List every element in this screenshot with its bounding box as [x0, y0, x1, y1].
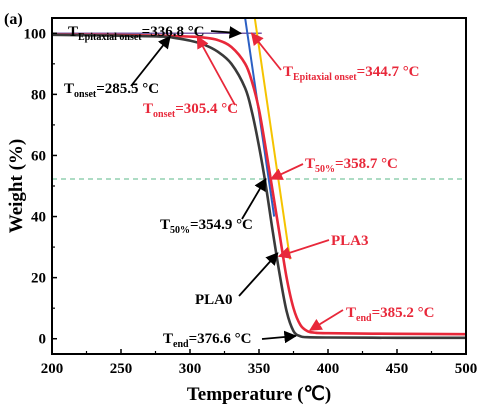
- annotation-text: Tonset=285.5 °C: [64, 81, 159, 100]
- x-tick-label: 350: [248, 361, 271, 377]
- y-tick-label: 80: [31, 87, 46, 103]
- annotation-text: PLA3: [331, 233, 369, 249]
- annotation-arrow: [238, 252, 279, 297]
- pla3-series-line: [52, 33, 466, 336]
- annotation-label-pla3: PLA3: [277, 233, 369, 259]
- annotation-arrow: [269, 163, 304, 180]
- x-tick-label: 400: [317, 361, 340, 377]
- annotation-arrow: [210, 26, 243, 39]
- x-axis-ticks: 200 250 300 350 400 450 500: [41, 349, 478, 377]
- annotation-arrow: [261, 330, 297, 344]
- annotation-t-epi-pla0: TEpitaxial onset=336.8 °C: [68, 24, 243, 43]
- x-tick-label: 450: [386, 361, 409, 377]
- annotation-text: PLA0: [195, 292, 233, 308]
- annotation-text: Tend=376.6 °C: [163, 331, 251, 350]
- annotation-t-onset-pla3: Tonset=305.4 °C: [143, 35, 238, 120]
- x-axis-title: Temperature (℃): [187, 384, 331, 405]
- annotation-t-epi-pla3: TEpitaxial onset=344.7 °C: [250, 32, 420, 83]
- x-tick-label: 200: [41, 361, 64, 377]
- annotation-text: TEpitaxial onset=344.7 °C: [283, 64, 420, 83]
- annotation-text: TEpitaxial onset=336.8 °C: [68, 24, 205, 43]
- y-tick-label: 0: [39, 332, 47, 348]
- annotation-arrow: [308, 309, 344, 331]
- y-tick-label: 60: [31, 148, 46, 164]
- annotation-text: T50%=354.9 °C: [160, 217, 253, 236]
- annotation-arrow: [277, 239, 330, 259]
- annotation-label-pla0: PLA0: [195, 252, 279, 308]
- annotation-t-onset-pla0: Tonset=285.5 °C: [64, 35, 171, 100]
- y-tick-label: 40: [31, 210, 46, 226]
- annotation-t-end-pla0: Tend=376.6 °C: [163, 330, 297, 350]
- annotation-text: Tend=385.2 °C: [346, 305, 434, 324]
- x-tick-label: 250: [110, 361, 133, 377]
- annotations: TEpitaxial onset=336.8 °C Tonset=285.5 °C…: [64, 24, 434, 350]
- y-axis-title: Weight (%): [6, 139, 27, 233]
- annotation-t-end-pla3: Tend=385.2 °C: [308, 305, 434, 331]
- panel-label: (a): [4, 11, 23, 28]
- x-tick-label: 500: [455, 361, 478, 377]
- x-tick-label: 300: [179, 361, 202, 377]
- annotation-t50-pla0: T50%=354.9 °C: [160, 177, 267, 236]
- annotation-arrow: [241, 177, 267, 220]
- annotation-arrow: [130, 35, 171, 87]
- annotation-text: Tonset=305.4 °C: [143, 101, 238, 120]
- series-lines: [52, 33, 466, 340]
- annotation-t50-pla3: T50%=358.7 °C: [269, 156, 398, 180]
- y-axis-ticks: 0 20 40 60 80 100: [24, 26, 57, 348]
- y-tick-label: 100: [24, 26, 47, 42]
- y-tick-label: 20: [31, 271, 46, 287]
- pla0-series-line: [52, 33, 466, 340]
- annotation-text: T50%=358.7 °C: [305, 156, 398, 175]
- annotation-arrow: [250, 32, 282, 71]
- annotation-arrow: [196, 35, 236, 106]
